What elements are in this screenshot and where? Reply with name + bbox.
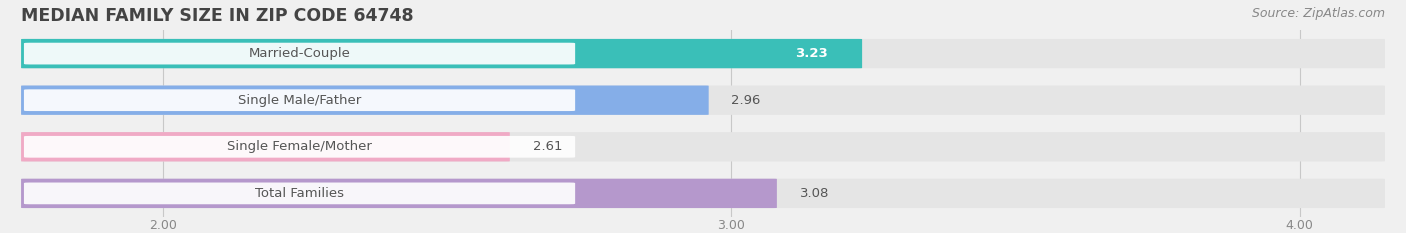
- Text: MEDIAN FAMILY SIZE IN ZIP CODE 64748: MEDIAN FAMILY SIZE IN ZIP CODE 64748: [21, 7, 413, 25]
- FancyBboxPatch shape: [24, 136, 575, 158]
- FancyBboxPatch shape: [21, 39, 862, 68]
- Text: 3.08: 3.08: [800, 187, 830, 200]
- FancyBboxPatch shape: [21, 132, 510, 161]
- Text: Total Families: Total Families: [254, 187, 344, 200]
- Text: 3.23: 3.23: [796, 47, 828, 60]
- Text: Married-Couple: Married-Couple: [249, 47, 350, 60]
- FancyBboxPatch shape: [24, 89, 575, 111]
- Text: 2.96: 2.96: [731, 94, 761, 107]
- Text: Source: ZipAtlas.com: Source: ZipAtlas.com: [1251, 7, 1385, 20]
- FancyBboxPatch shape: [21, 86, 709, 115]
- Text: Single Female/Mother: Single Female/Mother: [228, 140, 373, 153]
- FancyBboxPatch shape: [24, 43, 575, 65]
- FancyBboxPatch shape: [21, 39, 1385, 68]
- FancyBboxPatch shape: [21, 132, 1385, 161]
- FancyBboxPatch shape: [21, 86, 1385, 115]
- Text: Single Male/Father: Single Male/Father: [238, 94, 361, 107]
- FancyBboxPatch shape: [24, 182, 575, 204]
- FancyBboxPatch shape: [21, 179, 1385, 208]
- Text: 2.61: 2.61: [533, 140, 562, 153]
- FancyBboxPatch shape: [21, 179, 778, 208]
